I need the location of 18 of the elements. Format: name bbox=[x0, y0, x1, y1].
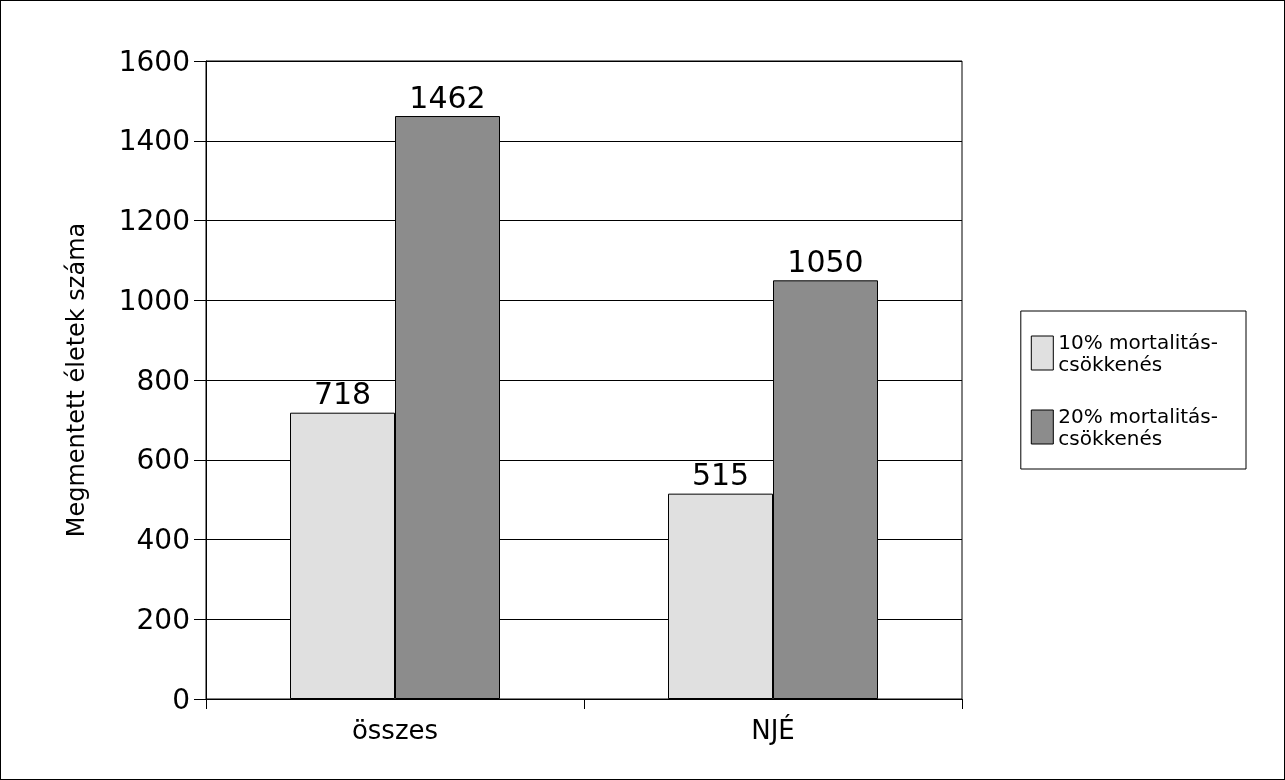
y-tick-label: 1000 bbox=[118, 283, 190, 317]
data-label: 718 bbox=[313, 376, 372, 412]
data-label: 1050 bbox=[787, 243, 864, 279]
data-label: 1462 bbox=[409, 79, 486, 115]
data-label: 515 bbox=[691, 457, 750, 493]
y-axis-title: Megmentett életek száma bbox=[62, 222, 90, 538]
legend-label: 10% mortalitás-csökkenés bbox=[1058, 330, 1219, 376]
y-tick-label: 0 bbox=[172, 682, 190, 716]
y-tick-label: 400 bbox=[136, 523, 190, 556]
y-tick-label: 1200 bbox=[118, 204, 190, 237]
x-tick-label: összes bbox=[351, 715, 439, 745]
y-tick-label: 600 bbox=[136, 443, 190, 477]
y-tick-label: 800 bbox=[136, 363, 190, 397]
x-tick-label: NJÉ bbox=[751, 714, 795, 745]
legend-label: 20% mortalitás-csökkenés bbox=[1058, 404, 1219, 450]
y-tick-label: 1400 bbox=[118, 124, 190, 158]
y-tick-label: 200 bbox=[136, 602, 190, 636]
y-tick-label: 1600 bbox=[118, 44, 190, 78]
